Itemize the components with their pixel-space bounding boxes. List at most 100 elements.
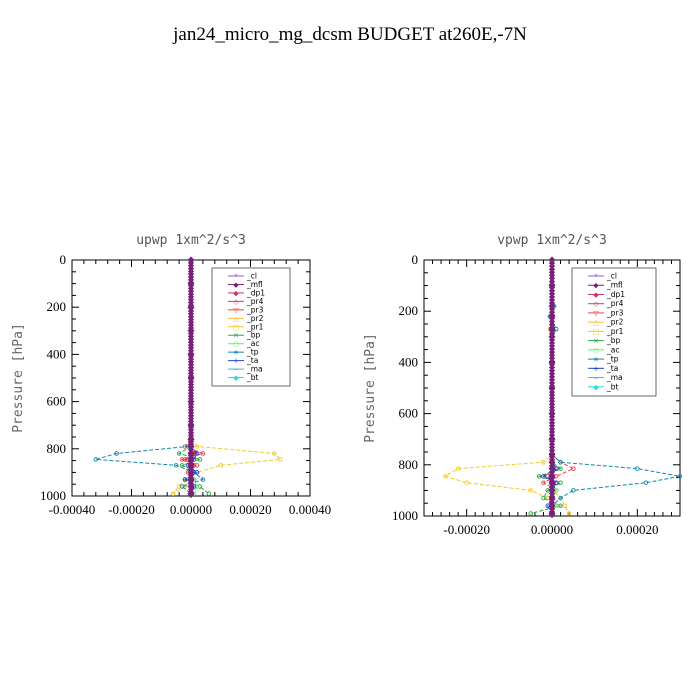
legend-marker: + bbox=[233, 357, 239, 365]
legend-marker: ◆ bbox=[233, 281, 239, 289]
legend-label: _pr1 bbox=[246, 322, 264, 331]
y-tick-label: 800 bbox=[47, 441, 67, 456]
legend-marker: ○ bbox=[233, 340, 239, 348]
y-tick-label: 0 bbox=[60, 252, 67, 267]
legend-label: _ta bbox=[246, 356, 258, 365]
y-tick-label: 600 bbox=[399, 406, 419, 421]
series-point bbox=[541, 480, 546, 485]
panel-title: vpwp 1xm^2/s^3 bbox=[497, 233, 607, 248]
legend-box bbox=[211, 267, 291, 387]
series-point bbox=[635, 466, 640, 471]
series-point bbox=[194, 484, 200, 489]
series-point bbox=[197, 484, 203, 489]
figure-title: jan24_micro_mg_dcsm BUDGET at260E,-7N bbox=[172, 24, 527, 45]
legend-label: _bt bbox=[246, 373, 259, 382]
series-point bbox=[272, 451, 277, 456]
legend-item-bp: × _bp bbox=[588, 336, 621, 345]
legend-label: _pr3 bbox=[606, 308, 624, 317]
legend-label: _pr2 bbox=[246, 314, 264, 323]
legend: * _cl ◆ _mfl ◆ _dp1 ◇ _pr4 ▽ _pr3 △ _pr2 □ _pr1 × _bp ○ _… bbox=[571, 267, 657, 397]
series-point bbox=[571, 488, 576, 493]
legend-label: _cl bbox=[246, 272, 257, 281]
series-point bbox=[114, 451, 119, 456]
y-tick-label: 200 bbox=[399, 303, 419, 318]
panel-2: vpwp 1xm^2/s^3 Pressure [hPa] 0 200 400 600 80… bbox=[363, 233, 683, 537]
legend-label: _pr4 bbox=[606, 299, 624, 308]
legend-marker: ◇ bbox=[233, 298, 239, 306]
x-tick-label: -0.00020 bbox=[108, 502, 155, 517]
series-point bbox=[443, 474, 448, 479]
y-tick-label: 200 bbox=[47, 299, 67, 314]
series-point bbox=[194, 451, 200, 456]
legend-item-pr2: △ _pr2 bbox=[588, 318, 624, 327]
legend-marker: × bbox=[593, 337, 599, 345]
legend-marker: ∗ bbox=[233, 349, 239, 357]
legend-box bbox=[571, 267, 657, 397]
legend-marker: + bbox=[593, 365, 599, 373]
legend-label: _pr3 bbox=[246, 305, 264, 314]
legend-item-cl: * _cl bbox=[228, 272, 257, 281]
series-point bbox=[218, 463, 223, 468]
series-point bbox=[548, 511, 556, 519]
legend-marker: ◇ bbox=[593, 300, 599, 308]
legend-marker: ○ bbox=[593, 346, 599, 354]
series-point bbox=[176, 484, 182, 489]
legend-marker: △ bbox=[593, 319, 599, 327]
series-point bbox=[197, 457, 203, 462]
series-point bbox=[206, 491, 212, 496]
series-point bbox=[176, 451, 182, 456]
legend-label: _bp bbox=[246, 331, 261, 340]
series-point bbox=[170, 491, 176, 496]
series-point bbox=[558, 480, 563, 485]
legend-marker: * bbox=[234, 273, 238, 281]
legend-label: _pr4 bbox=[246, 297, 264, 306]
legend-item-dp1: ◆ _dp1 bbox=[588, 290, 625, 299]
series-point bbox=[528, 511, 533, 516]
legend-item-tp: ∗ _tp bbox=[588, 355, 619, 364]
legend-item-ac: ○ _ac bbox=[588, 345, 619, 354]
legend-label: _pr2 bbox=[606, 318, 624, 327]
series-mfl bbox=[187, 256, 195, 499]
legend-marker: – bbox=[234, 366, 238, 374]
x-tick-label: -0.00020 bbox=[443, 522, 490, 537]
legend: * _cl ◆ _mfl ◆ _dp1 ◇ _pr4 ▽ _pr3 △ _pr2 □ _pr1 × _bp ○ _… bbox=[211, 267, 291, 387]
series-line bbox=[444, 260, 557, 514]
legend-item-cl: * _cl bbox=[588, 272, 617, 281]
series-point bbox=[558, 466, 563, 471]
series-point bbox=[528, 488, 533, 493]
series-mfl bbox=[548, 256, 556, 519]
legend-item-pr3: ▽ _pr3 bbox=[588, 308, 624, 317]
legend-item-bt: ◆ _bt bbox=[588, 382, 619, 391]
legend-label: _bp bbox=[606, 336, 621, 345]
legend-item-pr4: ◇ _pr4 bbox=[588, 299, 624, 308]
legend-label: _mfl bbox=[606, 281, 623, 290]
series-point bbox=[173, 463, 179, 468]
legend-label: _mfl bbox=[246, 280, 263, 289]
legend-label: _cl bbox=[606, 272, 617, 281]
series-point bbox=[179, 484, 185, 489]
legend-item-pr2: △ _pr2 bbox=[228, 314, 264, 323]
legend-item-pr3: ▽ _pr3 bbox=[228, 305, 264, 314]
legend-label: _ma bbox=[246, 365, 263, 374]
y-axis-label: Pressure [hPa] bbox=[11, 323, 26, 433]
legend-marker: ▽ bbox=[593, 309, 599, 317]
series-point bbox=[558, 495, 563, 501]
panels: upwp 1xm^2/s^3 Pressure [hPa] 0 200 400 600 80… bbox=[11, 233, 683, 537]
series-point bbox=[566, 511, 572, 516]
series-point bbox=[536, 474, 542, 479]
legend-item-ac: ○ _ac bbox=[228, 339, 259, 348]
x-tick-label: 0.00000 bbox=[170, 502, 212, 517]
legend-marker: ◆ bbox=[593, 282, 599, 290]
series-point bbox=[541, 495, 546, 501]
legend-marker: ◆ bbox=[233, 374, 239, 382]
legend-item-pr4: ◇ _pr4 bbox=[228, 297, 264, 306]
y-tick-label: 1000 bbox=[392, 508, 418, 523]
legend-label: _ac bbox=[606, 345, 619, 354]
legend-marker: △ bbox=[233, 315, 239, 323]
series-point bbox=[194, 463, 200, 468]
y-tick-label: 400 bbox=[47, 346, 67, 361]
legend-item-mfl: ◆ _mfl bbox=[588, 281, 623, 290]
panel-title: upwp 1xm^2/s^3 bbox=[136, 233, 246, 248]
y-tick-label: 0 bbox=[412, 252, 419, 267]
legend-marker: ∗ bbox=[593, 356, 599, 364]
